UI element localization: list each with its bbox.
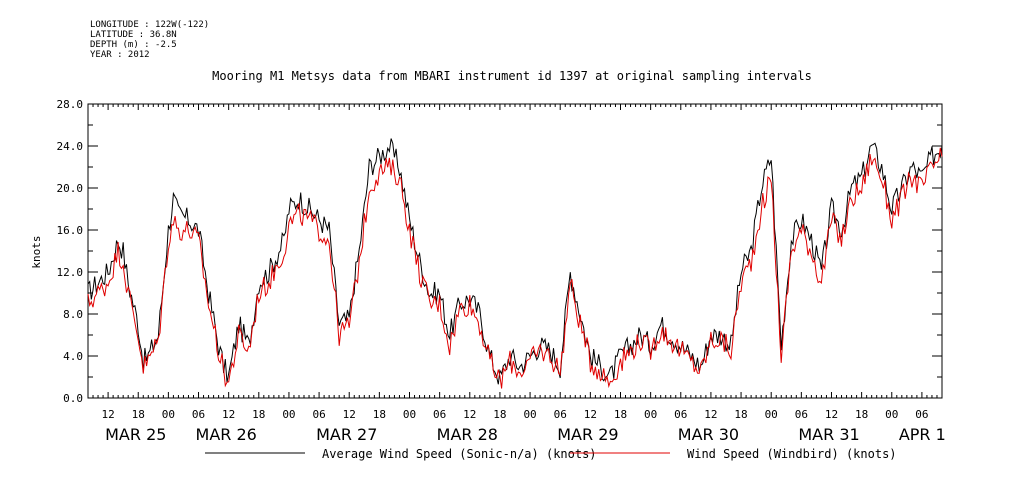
hour-tick-label: 06 (674, 408, 687, 421)
y-tick-label: 20.0 (57, 182, 84, 195)
legend-label-average: Average Wind Speed (Sonic-n/a) (knots) (322, 447, 597, 461)
hour-tick-label: 06 (915, 408, 928, 421)
hour-tick-label: 18 (132, 408, 145, 421)
hour-tick-label: 18 (373, 408, 386, 421)
hour-tick-label: 06 (312, 408, 325, 421)
depth-label: DEPTH (m) : -2.5 (90, 40, 177, 50)
y-tick-label: 12.0 (57, 266, 84, 279)
x-axis-ticks: 12 18 00 06 12 18 00 06 12 18 00 06 12 18 00 06 12 18 00 06… (87, 104, 946, 444)
hour-tick-label: 06 (554, 408, 567, 421)
hour-tick-label: 12 (584, 408, 597, 421)
date-label: MAR 25 (105, 425, 166, 444)
plot-frame (87, 103, 943, 399)
date-label: MAR 27 (316, 425, 377, 444)
legend-label-windbird: Wind Speed (Windbird) (knots) (687, 447, 897, 461)
date-label: MAR 31 (798, 425, 859, 444)
metadata-block: LONGITUDE : 122W(-122) LATITUDE : 36.8N … (90, 20, 209, 60)
hour-tick-label: 12 (704, 408, 717, 421)
y-axis-label: knots (30, 235, 43, 268)
hour-tick-label: 00 (885, 408, 898, 421)
date-label: MAR 28 (437, 425, 498, 444)
series-windbird-wind-speed-line (87, 147, 943, 389)
chart-title: Mooring M1 Metsys data from MBARI instru… (212, 69, 812, 83)
date-label: MAR 29 (557, 425, 618, 444)
hour-tick-label: 00 (403, 408, 416, 421)
hour-tick-label: 18 (855, 408, 868, 421)
hour-tick-label: 00 (162, 408, 175, 421)
y-tick-label: 0.0 (63, 392, 83, 405)
hour-tick-label: 00 (765, 408, 778, 421)
y-tick-label: 16.0 (57, 224, 84, 237)
latitude-label: LATITUDE : 36.8N (90, 30, 177, 40)
hour-tick-label: 00 (282, 408, 295, 421)
hour-tick-label: 06 (192, 408, 205, 421)
hour-tick-label: 00 (644, 408, 657, 421)
date-label: APR 1 (899, 425, 946, 444)
hour-tick-label: 12 (463, 408, 476, 421)
hour-tick-label: 00 (523, 408, 536, 421)
hour-tick-label: 06 (795, 408, 808, 421)
y-tick-label: 4.0 (63, 350, 83, 363)
hour-tick-label: 18 (493, 408, 506, 421)
hour-tick-label: 12 (825, 408, 838, 421)
hour-tick-label: 06 (433, 408, 446, 421)
hour-tick-label: 12 (222, 408, 235, 421)
date-label: MAR 30 (678, 425, 739, 444)
longitude-label: LONGITUDE : 122W(-122) (90, 20, 210, 30)
series-group (87, 138, 943, 389)
y-tick-label: 28.0 (57, 98, 84, 111)
year-label: YEAR : 2012 (90, 50, 150, 60)
hour-tick-label: 12 (343, 408, 356, 421)
hour-tick-label: 18 (614, 408, 627, 421)
y-tick-label: 24.0 (57, 140, 84, 153)
y-tick-label: 8.0 (63, 308, 83, 321)
legend: Average Wind Speed (Sonic-n/a) (knots) W… (205, 447, 897, 461)
hour-tick-label: 12 (101, 408, 114, 421)
hour-tick-label: 18 (734, 408, 747, 421)
y-axis-ticks: 0.0 4.0 8.0 12.0 16.0 20.0 24.0 28.0 (57, 98, 942, 405)
date-label: MAR 26 (196, 425, 257, 444)
hour-tick-label: 18 (252, 408, 265, 421)
